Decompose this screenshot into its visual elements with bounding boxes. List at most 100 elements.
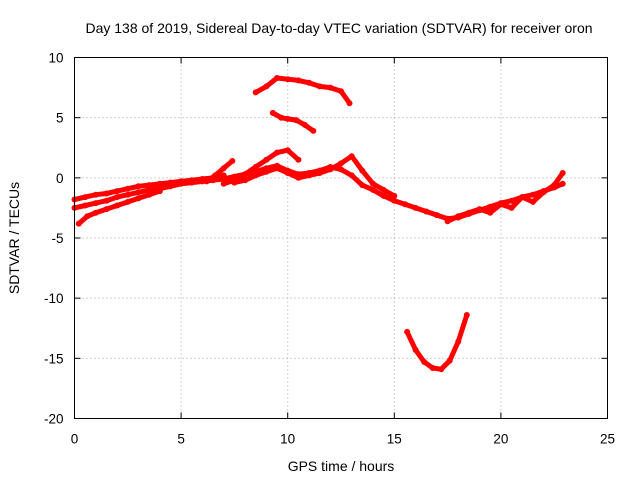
- data-point: [263, 83, 270, 90]
- y-tick-label: -5: [51, 231, 63, 246]
- data-point: [497, 201, 504, 208]
- data-point: [421, 358, 428, 365]
- data-point: [75, 220, 82, 227]
- data-point: [540, 189, 547, 196]
- data-point: [316, 170, 323, 176]
- data-point: [327, 84, 334, 91]
- data-point: [92, 209, 99, 216]
- data-point: [301, 121, 308, 128]
- data-point: [338, 166, 344, 173]
- data-point: [284, 115, 291, 122]
- data-point: [391, 197, 398, 204]
- data-point: [92, 200, 99, 207]
- data-point: [412, 346, 419, 353]
- data-point: [438, 366, 445, 373]
- data-point: [404, 328, 411, 335]
- y-tick-label: -20: [44, 412, 64, 427]
- data-point: [487, 209, 494, 216]
- data-point: [269, 109, 276, 116]
- data-point: [380, 192, 387, 199]
- data-point: [551, 182, 558, 189]
- data-point: [212, 172, 219, 179]
- data-point: [316, 83, 323, 90]
- data-point: [114, 194, 121, 201]
- data-point: [559, 170, 566, 176]
- data-point: [135, 189, 142, 196]
- data-point: [252, 164, 259, 170]
- data-point: [284, 170, 291, 176]
- data-point: [370, 186, 376, 193]
- data-point: [135, 195, 142, 202]
- series-arc-high-i: [270, 110, 316, 134]
- data-point: [476, 206, 483, 213]
- data-point: [293, 117, 300, 124]
- data-point: [103, 206, 110, 213]
- chart-ticks: [74, 57, 608, 419]
- x-axis-label: GPS time / hours: [288, 458, 395, 474]
- data-point: [146, 182, 153, 189]
- data-point: [380, 186, 387, 193]
- chart-tick-labels: 0 5 10 15 20 25 -20 -15 -10 -5 0 5 10: [44, 51, 615, 447]
- data-point: [463, 312, 470, 318]
- plot-frame: [74, 57, 608, 419]
- data-point: [274, 75, 280, 81]
- data-point: [446, 357, 453, 364]
- data-point: [338, 160, 344, 167]
- data-point: [220, 180, 227, 187]
- data-point: [274, 149, 280, 156]
- data-point: [306, 79, 312, 86]
- data-point: [103, 197, 110, 204]
- y-tick-label: 5: [56, 111, 64, 126]
- data-point: [114, 202, 121, 209]
- data-point: [423, 208, 430, 215]
- data-point: [274, 165, 280, 172]
- data-point: [135, 183, 142, 190]
- data-point: [203, 178, 210, 185]
- data-point: [284, 147, 291, 154]
- data-point: [559, 180, 566, 187]
- x-tick-label: 15: [387, 432, 402, 447]
- data-point: [229, 158, 236, 164]
- data-point: [124, 185, 131, 192]
- chart-title: Day 138 of 2019, Sidereal Day-to-day VTE…: [85, 20, 592, 36]
- data-point: [92, 191, 99, 198]
- series-arc-rise-d: [204, 158, 235, 184]
- data-point: [465, 209, 472, 216]
- data-point: [529, 198, 536, 205]
- data-point: [348, 172, 355, 179]
- data-point: [487, 203, 494, 210]
- series-arc-late-g: [445, 170, 566, 224]
- data-point: [508, 204, 515, 211]
- data-point: [338, 88, 344, 95]
- data-point: [242, 177, 249, 184]
- y-tick-label: 10: [48, 51, 63, 66]
- data-point: [529, 191, 536, 198]
- data-point: [519, 194, 526, 201]
- x-tick-label: 10: [280, 432, 295, 447]
- x-tick-label: 0: [71, 432, 79, 447]
- data-point: [444, 218, 451, 225]
- y-axis-label: SDTVAR / TECUs: [6, 182, 22, 294]
- data-point: [327, 166, 334, 173]
- y-tick-label: -10: [44, 291, 64, 306]
- data-point: [263, 168, 270, 175]
- data-point: [220, 165, 227, 172]
- data-point: [220, 172, 227, 179]
- data-point: [124, 198, 131, 205]
- data-point: [252, 89, 259, 96]
- data-point: [231, 179, 238, 186]
- data-point: [278, 114, 285, 121]
- data-point: [412, 204, 419, 211]
- data-point: [370, 180, 376, 187]
- data-point: [455, 213, 462, 220]
- data-point: [156, 180, 163, 187]
- data-point: [346, 100, 353, 107]
- chart-traces: [71, 75, 566, 373]
- x-tick-label: 5: [177, 432, 185, 447]
- data-point: [188, 177, 195, 184]
- data-point: [391, 192, 398, 199]
- data-point: [295, 156, 302, 163]
- data-point: [156, 188, 163, 195]
- data-point: [167, 179, 174, 186]
